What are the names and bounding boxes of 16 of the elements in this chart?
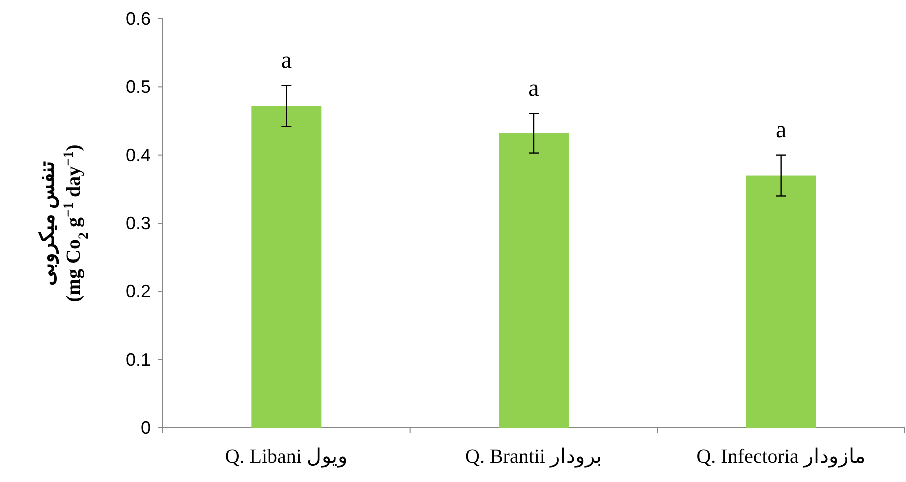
bar [499,134,569,428]
annotation: a [281,48,292,74]
y-tick-label: 0.6 [126,9,151,29]
y-tick-label: 0 [140,418,151,438]
y-tick-label: 0.1 [126,350,151,370]
annotation: a [776,117,788,144]
bar [746,176,816,428]
y-tick-label: 0.4 [126,145,151,166]
x-tick-label: Q. Libani ویول [225,446,348,468]
y-tick-label: 0.3 [126,214,151,234]
bar [252,106,322,428]
x-tick-label: Q. Infectoria مازودار [696,446,866,468]
annotation: a [528,76,540,102]
y-tick-label: 0.2 [126,282,151,302]
x-tick-label: Q. Brantii برودار [466,446,602,468]
y-tick-label: 0.5 [126,77,151,98]
